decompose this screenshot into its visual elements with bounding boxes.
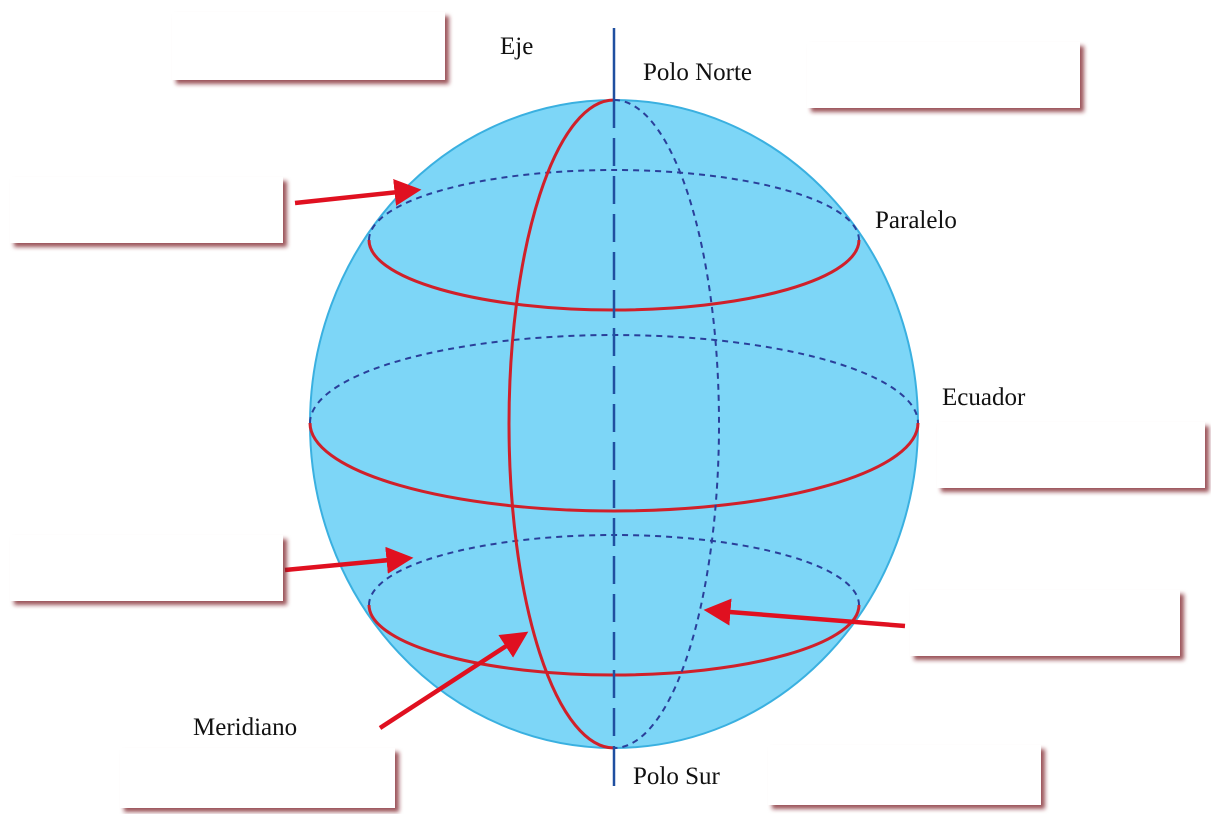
label: Polo Norte xyxy=(643,59,752,86)
arrow xyxy=(295,191,408,203)
answer-box[interactable] xyxy=(10,535,283,601)
label: Paralelo xyxy=(875,207,957,234)
answer-box[interactable] xyxy=(768,745,1041,805)
globe-diagram: Eje Polo Norte Paralelo Ecuador Meridian… xyxy=(0,0,1211,814)
label: Polo Sur xyxy=(633,763,721,790)
answer-box[interactable] xyxy=(937,422,1205,488)
label: Eje xyxy=(500,33,533,60)
label: Meridiano xyxy=(193,714,297,741)
answer-box[interactable] xyxy=(10,177,283,243)
answer-box[interactable] xyxy=(172,12,445,80)
label: Ecuador xyxy=(942,384,1026,411)
answer-box[interactable] xyxy=(120,748,395,808)
answer-box[interactable] xyxy=(910,590,1180,656)
answer-box[interactable] xyxy=(807,42,1080,108)
